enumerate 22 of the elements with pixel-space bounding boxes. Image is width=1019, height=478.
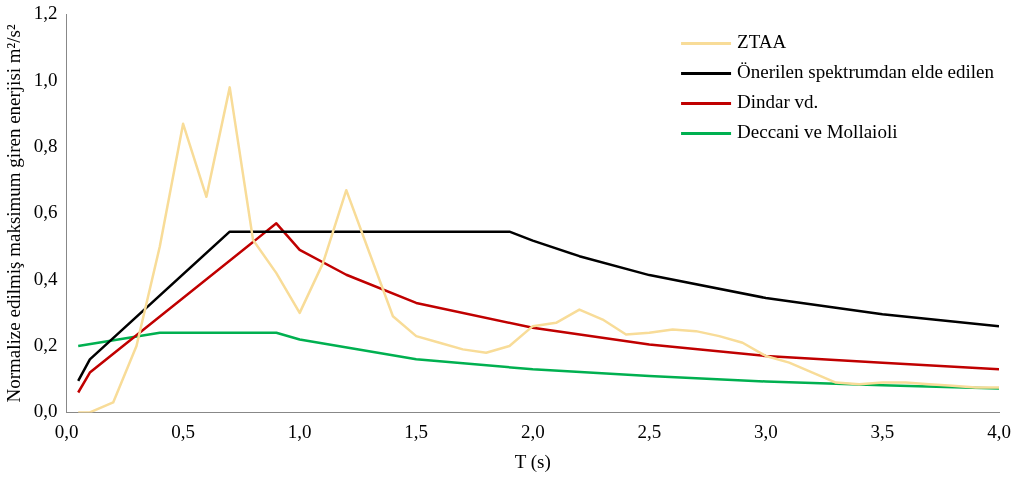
y-tick-label: 0,0 <box>33 400 58 422</box>
x-tick-label: 1,0 <box>287 420 312 442</box>
x-axis-title: T (s) <box>514 450 551 473</box>
y-tick-label: 0,6 <box>33 201 58 223</box>
y-tick-label: 1,2 <box>33 2 58 24</box>
y-tick-label: 0,8 <box>33 135 58 157</box>
x-tick-label: 2,5 <box>637 420 662 442</box>
x-tick-label: 3,5 <box>870 420 895 442</box>
x-tick-label: 1,5 <box>404 420 429 442</box>
legend-label: ZTAA <box>737 31 787 53</box>
x-tick-label: 2,0 <box>520 420 545 442</box>
x-tick-label: 4,0 <box>987 420 1011 442</box>
legend-label: Deccani ve Mollaioli <box>737 121 898 143</box>
x-tick-label: 0,5 <box>171 420 195 442</box>
y-tick-label: 0,2 <box>33 334 58 356</box>
y-tick-label: 0,4 <box>33 267 59 289</box>
legend-label: Önerilen spektrumdan elde edilen <box>737 61 995 83</box>
legend-label: Dindar vd. <box>737 91 819 113</box>
y-axis-title: Normalize edilmiş maksimum giren enerjisi m²/s² <box>3 24 25 403</box>
x-tick-label: 0,0 <box>54 420 79 442</box>
y-tick-label: 1,0 <box>33 68 58 90</box>
x-tick-label: 3,0 <box>754 420 778 442</box>
